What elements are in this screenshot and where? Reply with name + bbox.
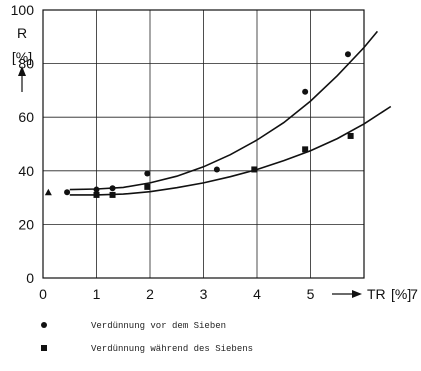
x-tick-label: 3 bbox=[200, 286, 208, 302]
legend-circle-marker bbox=[41, 322, 47, 328]
x-tick-label: 0 bbox=[39, 286, 47, 302]
legend-label-square: Verdünnung während des Siebens bbox=[91, 344, 253, 354]
x-axis-label: TR bbox=[367, 286, 386, 302]
fit-curve-square bbox=[69, 105, 392, 196]
square-point bbox=[251, 166, 258, 173]
data-markers bbox=[44, 51, 354, 198]
y-axis-label: R bbox=[17, 25, 27, 41]
square-point bbox=[347, 132, 354, 139]
circle-point bbox=[109, 185, 116, 192]
y-axis-arrow-head bbox=[18, 66, 26, 76]
x-tick-label: 5 bbox=[307, 286, 315, 302]
y-axis-unit: [%] bbox=[12, 49, 32, 65]
legend: Verdünnung vor dem Sieben Verdünnung wäh… bbox=[41, 321, 253, 354]
fit-curve-circle bbox=[69, 30, 379, 191]
circle-point bbox=[302, 88, 309, 95]
x-tick-label: 4 bbox=[253, 286, 261, 302]
square-point bbox=[109, 191, 116, 198]
plot-frame bbox=[42, 9, 365, 279]
square-point bbox=[302, 146, 309, 153]
x-tick-label: 1 bbox=[93, 286, 101, 302]
y-tick-label: 60 bbox=[18, 109, 34, 125]
circle-point bbox=[213, 166, 220, 173]
square-point bbox=[93, 191, 100, 198]
y-tick-label: 0 bbox=[26, 270, 34, 286]
circle-point bbox=[93, 186, 100, 193]
circle-point bbox=[64, 189, 71, 196]
triangle-point bbox=[44, 188, 52, 196]
y-tick-label: 40 bbox=[18, 163, 34, 179]
legend-square-marker bbox=[41, 345, 47, 351]
grid bbox=[43, 10, 364, 278]
x-tick-label: 2 bbox=[146, 286, 154, 302]
legend-label-circle: Verdünnung vor dem Sieben bbox=[91, 321, 226, 331]
circle-point bbox=[144, 170, 151, 177]
x-tick-extra: 7 bbox=[410, 286, 418, 302]
x-axis-unit: [%] bbox=[391, 286, 411, 302]
fit-curves bbox=[69, 30, 392, 196]
circle-point bbox=[344, 51, 351, 58]
square-point bbox=[144, 183, 151, 190]
x-axis-ticks: 0 1 2 3 4 5 bbox=[39, 286, 315, 302]
y-tick-label: 100 bbox=[11, 2, 35, 18]
x-axis-arrow-head bbox=[352, 290, 362, 298]
y-tick-label: 20 bbox=[18, 216, 34, 232]
